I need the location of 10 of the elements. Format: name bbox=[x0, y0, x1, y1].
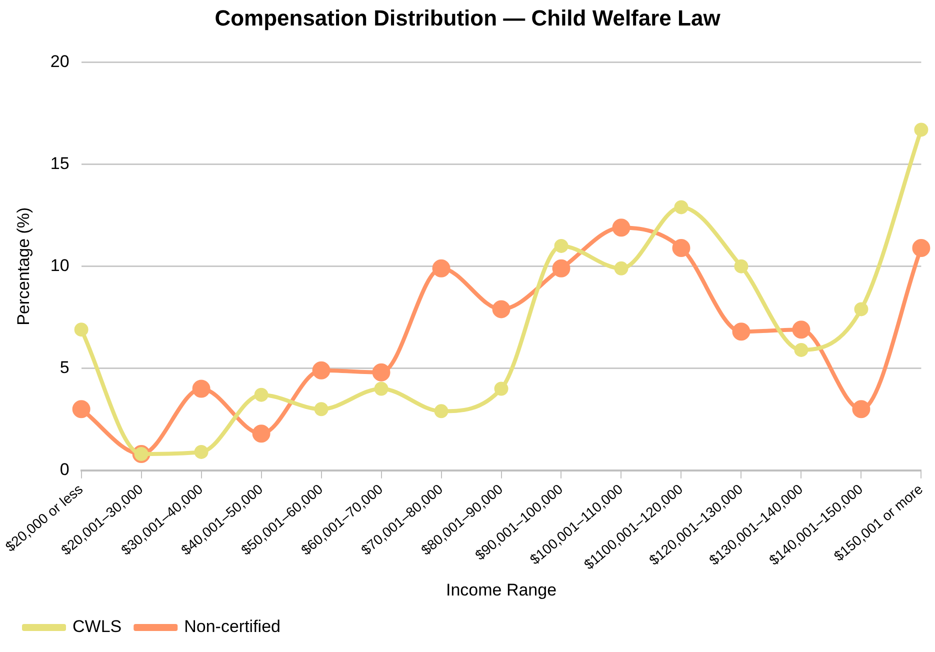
chart-title: Compensation Distribution — Child Welfare Law bbox=[214, 5, 722, 30]
y-tick-label: 20 bbox=[50, 52, 70, 72]
y-tick-label: 15 bbox=[50, 154, 70, 174]
y-tick-label: 0 bbox=[60, 460, 70, 480]
legend-label: Non-certified bbox=[184, 617, 280, 636]
x-axis-title: Income Range bbox=[446, 580, 557, 600]
y-tick-label: 5 bbox=[60, 358, 70, 378]
legend-label: CWLS bbox=[72, 617, 122, 636]
y-tick-label: 10 bbox=[50, 256, 70, 276]
y-axis-title: Percentage (%) bbox=[14, 207, 33, 326]
